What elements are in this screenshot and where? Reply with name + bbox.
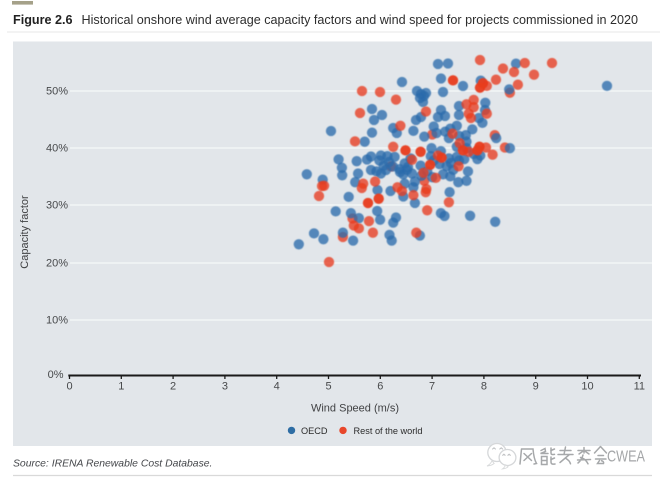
- svg-text:CWEA: CWEA: [607, 449, 645, 466]
- svg-text:OECD: OECD: [301, 426, 328, 436]
- svg-text:40%: 40%: [46, 143, 68, 155]
- svg-text:9: 9: [533, 381, 539, 393]
- svg-text:5: 5: [325, 381, 331, 393]
- svg-text:0%: 0%: [48, 369, 64, 381]
- svg-text:Capacity factor: Capacity factor: [19, 195, 31, 269]
- svg-text:2: 2: [170, 381, 176, 393]
- svg-text:8: 8: [481, 381, 487, 393]
- svg-text:6: 6: [377, 381, 383, 393]
- svg-text:Rest of the world: Rest of the world: [354, 426, 423, 436]
- svg-text:50%: 50%: [46, 86, 68, 98]
- svg-text:1: 1: [118, 381, 124, 393]
- svg-text:3: 3: [222, 381, 228, 393]
- svg-text:20%: 20%: [46, 258, 68, 270]
- svg-text:11: 11: [634, 381, 645, 393]
- svg-text:4: 4: [274, 381, 280, 393]
- svg-text:Wind Speed (m/s): Wind Speed (m/s): [311, 403, 399, 415]
- svg-text:10: 10: [581, 381, 593, 393]
- svg-text:7: 7: [429, 381, 435, 393]
- svg-text:30%: 30%: [46, 200, 68, 212]
- svg-text:0: 0: [66, 381, 72, 393]
- svg-text:10%: 10%: [46, 315, 68, 327]
- svg-text:Source: IRENA Renewable Cost D: Source: IRENA Renewable Cost Database.: [13, 458, 212, 469]
- svg-text:CWEA: CWEA: [608, 449, 646, 466]
